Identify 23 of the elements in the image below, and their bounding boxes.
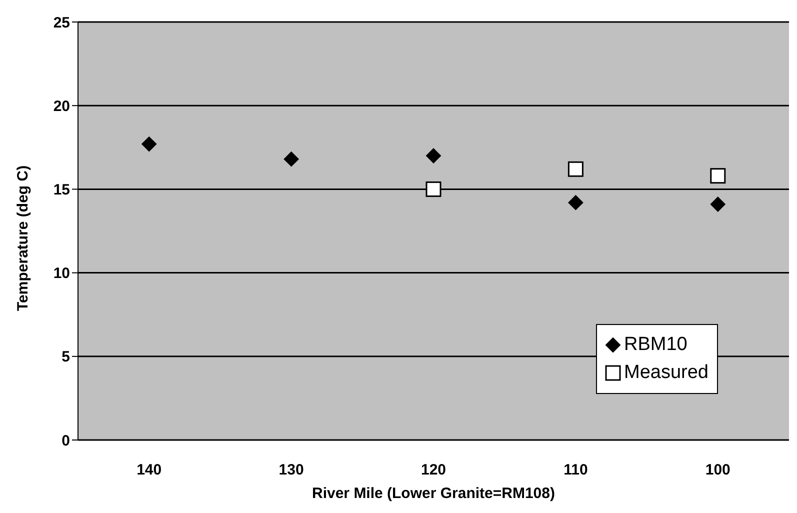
x-tick-label: 130 [278, 462, 304, 479]
y-tick-label: 5 [62, 348, 70, 366]
point [142, 136, 157, 152]
point [710, 196, 726, 212]
point [568, 161, 584, 177]
y-tick-label: 20 [53, 98, 70, 115]
point [568, 195, 584, 210]
point [426, 148, 441, 164]
y-tick-label: 10 [53, 265, 70, 282]
point [284, 152, 299, 167]
y-axis-title: Temperature (deg C) [14, 165, 32, 311]
y-tick-label: 15 [53, 182, 70, 199]
x-tick-label: 100 [705, 462, 730, 479]
x-tick-label: 110 [564, 462, 588, 479]
legend-label: RBM10 [624, 333, 688, 357]
y-tick-label: 25 [53, 14, 70, 32]
x-axis-title: River Mile (Lower Granite=RM108) [312, 485, 555, 502]
legend-label: Measured [624, 361, 708, 385]
y-tick-label: 0 [62, 432, 70, 450]
point [710, 168, 726, 184]
x-tick-label: 140 [136, 462, 162, 479]
x-tick-label: 120 [420, 462, 446, 479]
point [426, 181, 442, 197]
